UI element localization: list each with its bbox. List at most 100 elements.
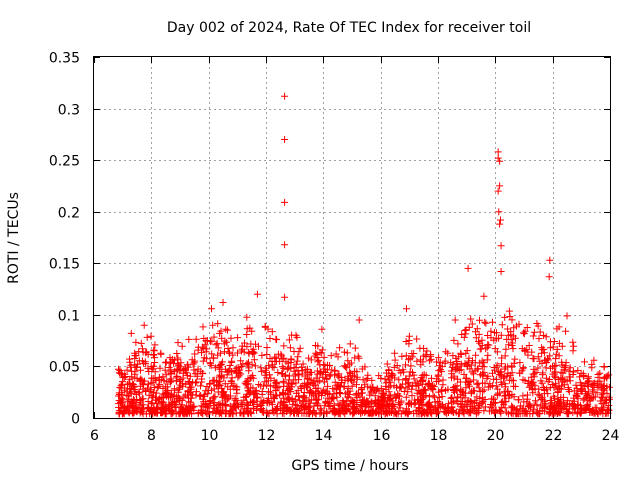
data-point	[541, 400, 549, 408]
data-point	[404, 388, 412, 396]
data-point	[126, 375, 134, 383]
data-point	[371, 399, 379, 407]
y-tick-label: 0.1	[58, 309, 80, 325]
data-point	[326, 402, 334, 410]
data-point	[586, 396, 594, 404]
data-point	[131, 368, 139, 376]
data-point	[540, 349, 548, 357]
data-point	[368, 410, 376, 418]
data-point	[603, 389, 611, 397]
data-point	[461, 327, 469, 334]
outlier-point	[497, 268, 505, 275]
data-point	[214, 381, 222, 389]
data-point	[213, 339, 221, 347]
data-point	[476, 395, 484, 402]
data-point	[252, 394, 260, 402]
data-point	[138, 357, 146, 365]
data-point	[291, 395, 299, 403]
y-tick-label: 0	[71, 412, 80, 428]
data-point	[470, 370, 477, 378]
data-point	[273, 410, 281, 418]
outlier-point	[546, 256, 554, 264]
data-point	[330, 401, 338, 409]
data-point	[405, 356, 412, 364]
data-point	[473, 399, 481, 407]
data-point	[157, 349, 165, 357]
data-point	[191, 370, 199, 378]
outlier-point	[497, 242, 505, 250]
data-point	[449, 352, 457, 360]
data-point	[324, 398, 332, 406]
data-point	[280, 342, 288, 350]
data-point	[268, 400, 276, 408]
data-point	[200, 335, 208, 342]
data-point	[241, 339, 248, 347]
data-point	[430, 383, 438, 391]
data-point	[590, 356, 598, 364]
data-point	[320, 410, 328, 418]
data-point	[331, 367, 339, 375]
data-point	[512, 406, 520, 414]
data-point	[384, 373, 392, 381]
data-point	[258, 351, 266, 359]
data-point	[231, 394, 239, 402]
data-point	[138, 376, 146, 384]
data-point	[204, 390, 212, 398]
data-point	[413, 357, 421, 365]
data-point	[130, 381, 137, 389]
data-point	[462, 384, 470, 392]
outlier-point	[495, 208, 503, 216]
data-point	[508, 316, 516, 324]
data-point	[221, 380, 229, 388]
data-point	[472, 351, 480, 359]
data-point	[519, 409, 527, 417]
data-point	[552, 361, 560, 369]
data-point	[408, 400, 415, 408]
data-point	[392, 394, 400, 402]
data-point	[137, 339, 145, 347]
data-point	[449, 361, 457, 369]
data-point	[507, 328, 515, 336]
data-point	[204, 387, 212, 395]
data-point	[207, 360, 214, 368]
data-point	[475, 384, 483, 392]
data-point	[475, 330, 483, 338]
data-point	[417, 356, 424, 364]
data-point	[180, 366, 188, 374]
data-point	[490, 399, 498, 406]
data-point	[250, 356, 258, 364]
data-point	[265, 388, 272, 396]
data-point	[258, 390, 266, 398]
data-point	[391, 349, 399, 357]
data-point	[516, 405, 524, 413]
data-point	[337, 390, 345, 397]
data-point	[263, 381, 271, 389]
data-point	[493, 375, 501, 383]
data-point	[284, 387, 292, 394]
data-point	[549, 343, 557, 351]
data-point	[201, 391, 209, 399]
data-point	[212, 341, 220, 349]
data-point	[479, 372, 487, 380]
data-point	[493, 382, 501, 390]
data-point	[447, 367, 455, 375]
data-point	[544, 355, 551, 363]
data-point	[344, 388, 351, 396]
data-point	[525, 342, 533, 349]
data-point	[191, 350, 199, 358]
data-point	[493, 361, 501, 369]
data-point	[300, 392, 308, 400]
data-point	[129, 396, 137, 403]
data-point	[566, 400, 574, 408]
data-point	[494, 385, 502, 393]
data-point	[218, 372, 225, 380]
data-point	[495, 371, 503, 379]
outlier-point	[451, 316, 459, 324]
data-point	[152, 377, 160, 385]
data-point	[605, 406, 613, 414]
data-point	[343, 405, 351, 412]
data-point	[371, 392, 379, 400]
data-point	[421, 410, 429, 418]
data-point	[294, 353, 302, 361]
data-point	[139, 345, 146, 353]
